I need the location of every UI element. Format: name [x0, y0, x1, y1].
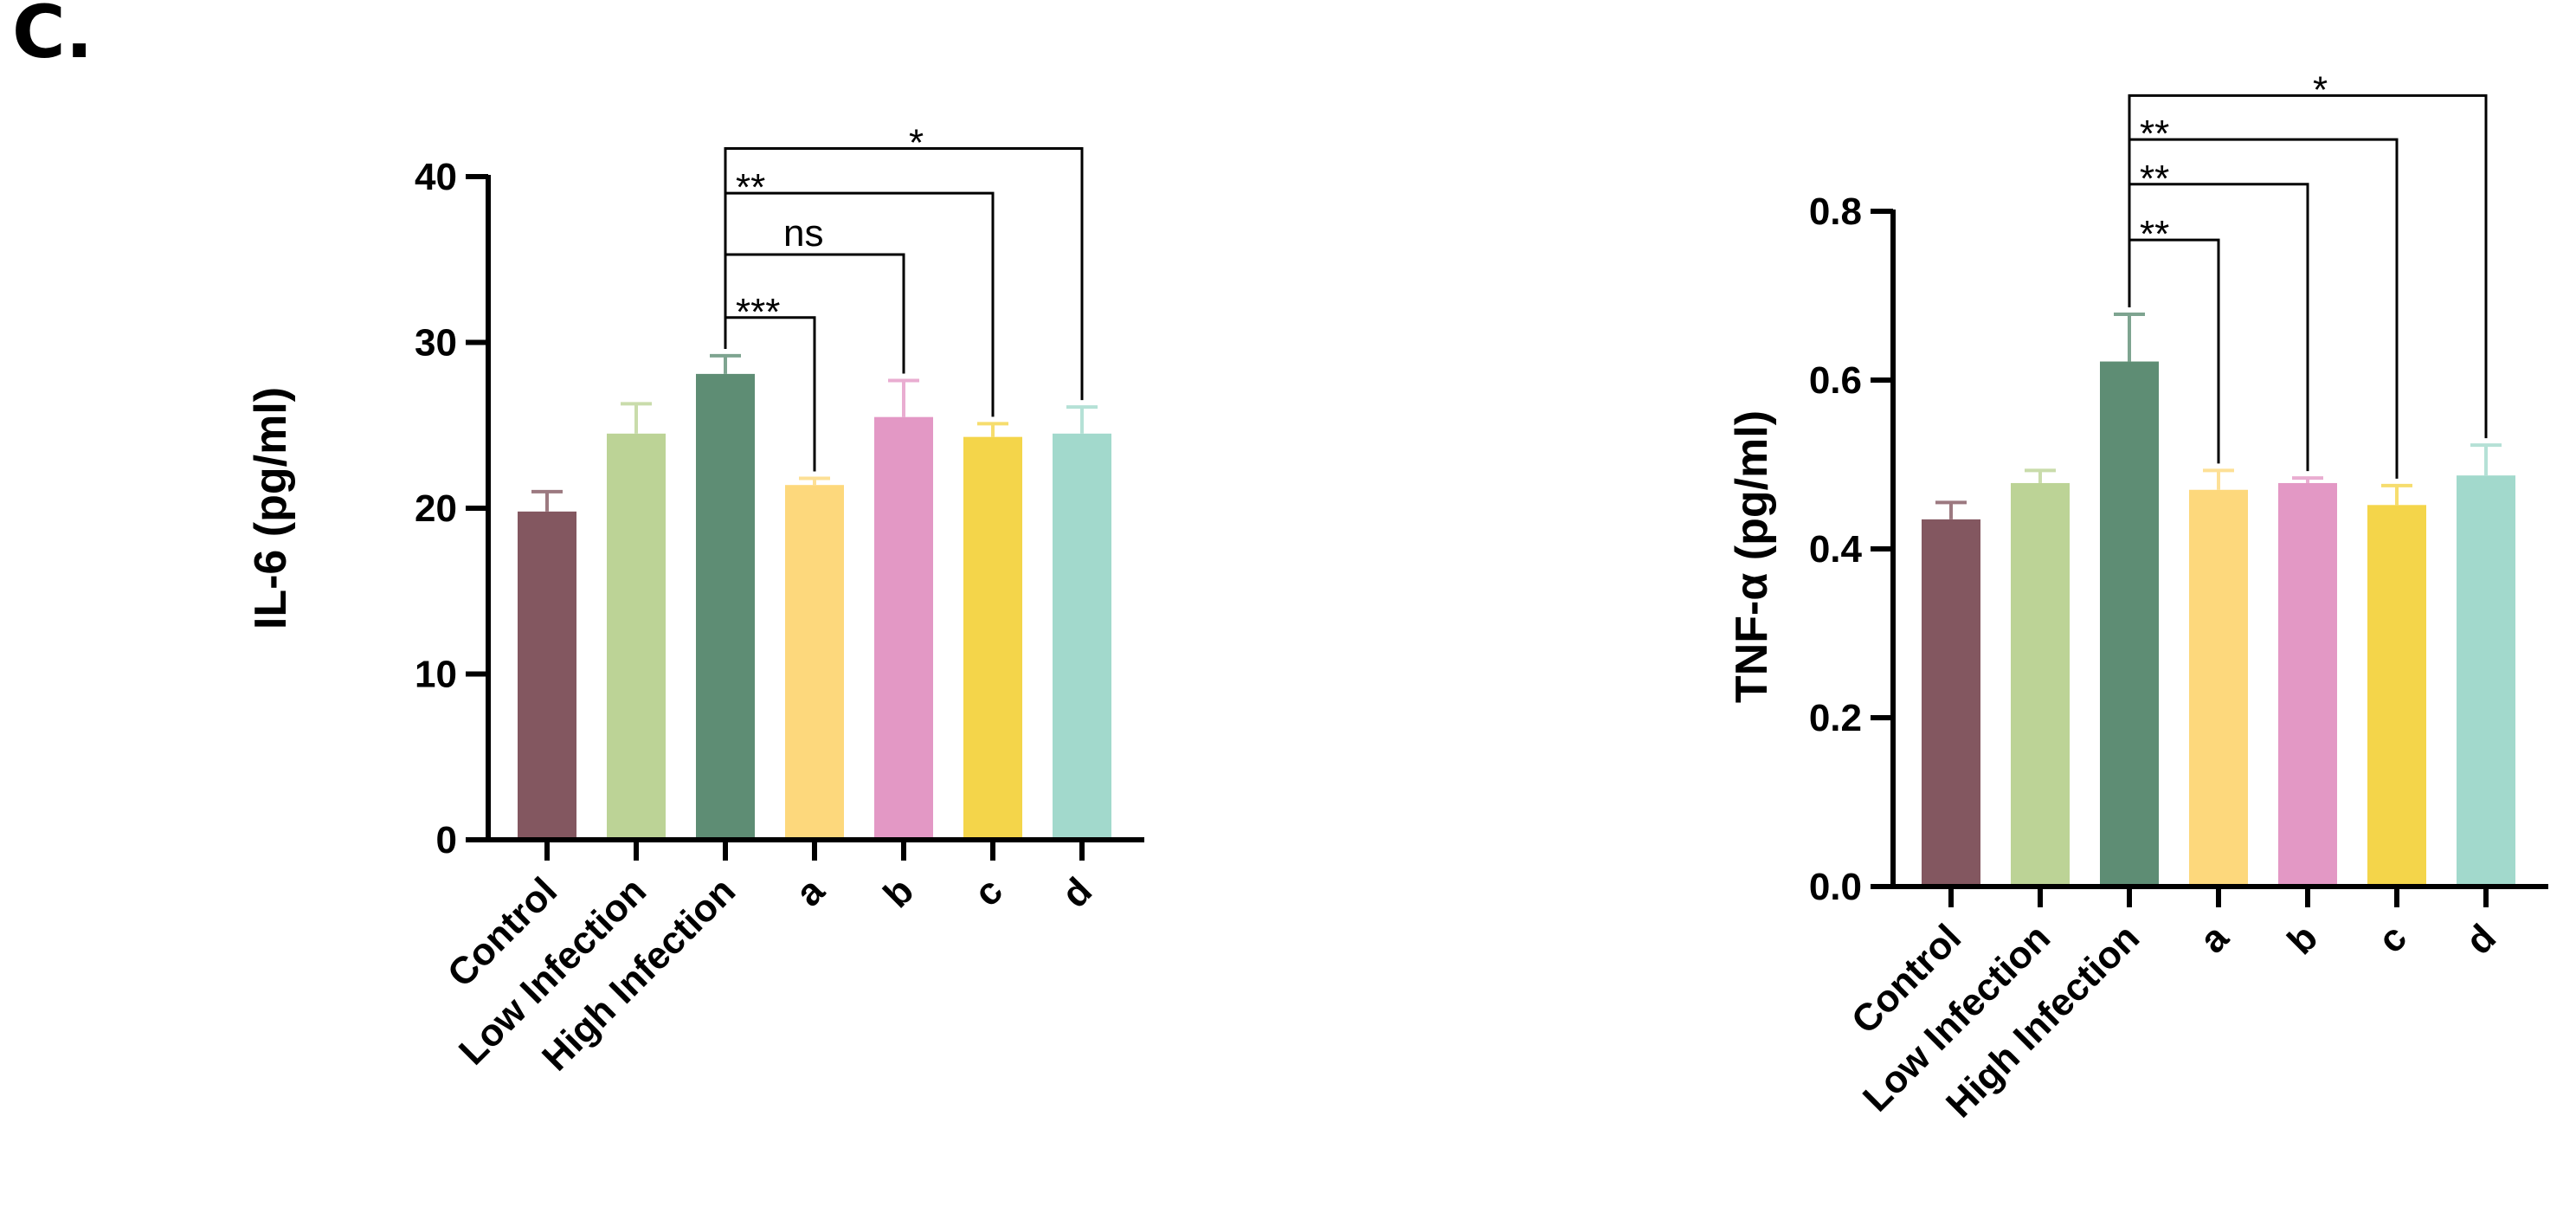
bar-6 — [2457, 475, 2515, 887]
significance-bracket-3 — [724, 146, 1084, 401]
bar-5 — [963, 436, 1022, 840]
y-tick-label-0: 0 — [436, 819, 457, 861]
category-label-5: c — [2370, 916, 2415, 961]
y-axis-label: IL-6 (pg/ml) — [246, 387, 296, 629]
bar-1 — [607, 433, 666, 840]
bar-4 — [874, 416, 933, 840]
significance-label-0: ** — [2140, 213, 2169, 255]
significance-label-0: *** — [736, 291, 780, 333]
bar-2 — [696, 373, 755, 840]
category-label-4: b — [2279, 916, 2326, 963]
category-label-3: a — [788, 869, 833, 914]
significance-label-2: ** — [736, 166, 765, 209]
y-tick-label-2: 0.4 — [1809, 528, 1863, 571]
category-label-6: d — [1053, 869, 1100, 916]
bar-0 — [1922, 519, 1980, 887]
significance-label-1: ** — [2140, 158, 2169, 200]
bar-1 — [2011, 482, 2070, 887]
category-label-5: c — [966, 869, 1011, 914]
significance-bracket-2 — [2128, 138, 2399, 479]
bar-3 — [785, 485, 844, 840]
y-tick-label-3: 30 — [415, 322, 457, 364]
panel-label: C. — [12, 0, 93, 74]
bar-5 — [2367, 505, 2426, 887]
category-label-6: d — [2457, 916, 2504, 963]
bar-4 — [2278, 482, 2337, 887]
y-axis-label: TNF-α (pg/ml) — [1727, 410, 1777, 703]
y-tick-label-2: 20 — [415, 487, 457, 530]
significance-label-3: * — [909, 121, 924, 164]
category-label-3: a — [2192, 916, 2237, 961]
bar-6 — [1053, 433, 1111, 840]
y-tick-label-3: 0.6 — [1809, 359, 1862, 402]
bar-0 — [518, 511, 576, 840]
y-tick-label-4: 40 — [415, 156, 457, 198]
y-tick-label-1: 10 — [415, 654, 457, 696]
y-tick-label-0: 0.0 — [1809, 866, 1862, 908]
significance-label-2: ** — [2140, 113, 2169, 155]
significance-label-1: ns — [783, 212, 823, 255]
bar-3 — [2189, 489, 2248, 887]
y-tick-label-4: 0.8 — [1809, 190, 1862, 233]
significance-label-3: * — [2313, 68, 2328, 111]
bar-2 — [2100, 361, 2159, 887]
category-label-4: b — [875, 869, 922, 916]
significance-bracket-3 — [2128, 94, 2488, 439]
y-tick-label-1: 0.2 — [1809, 697, 1862, 739]
